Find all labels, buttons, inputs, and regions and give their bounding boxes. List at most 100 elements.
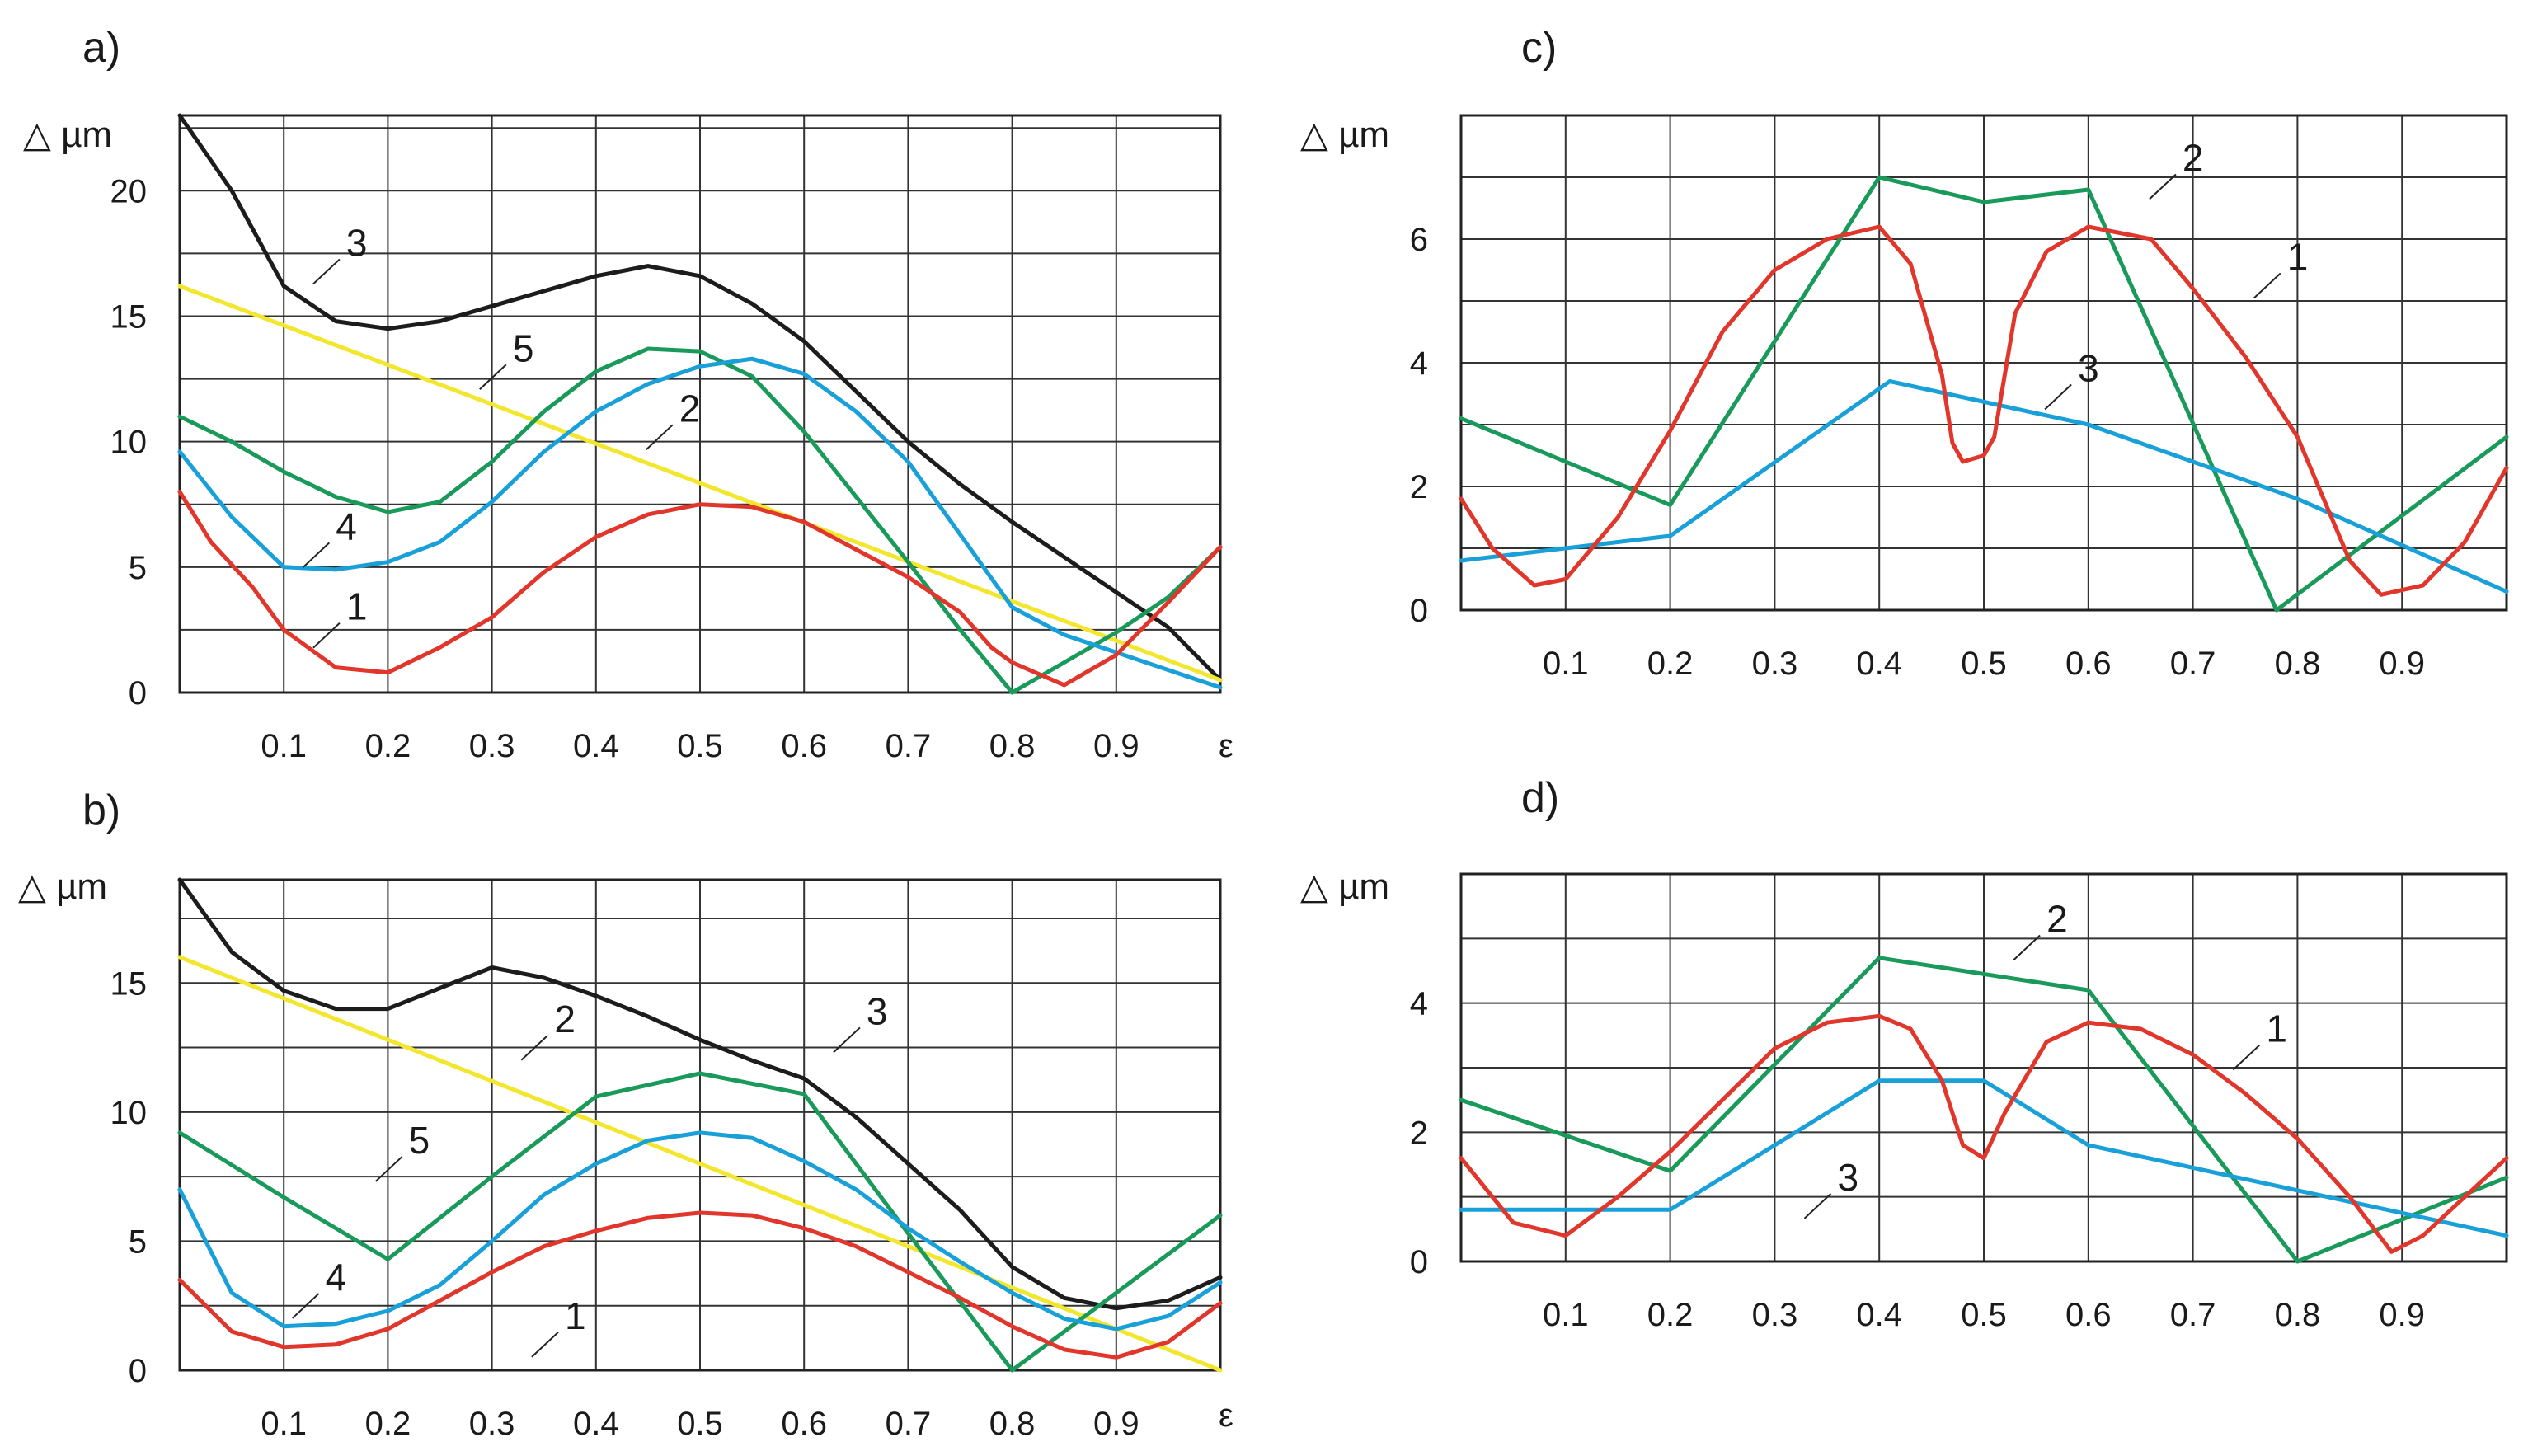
y-tick-label: 0 bbox=[1410, 593, 1428, 629]
callout-leader bbox=[312, 622, 341, 649]
callout-leader bbox=[520, 1035, 549, 1061]
series-line-3 bbox=[177, 877, 1223, 1311]
x-tick-label: 0.8 bbox=[2275, 646, 2321, 682]
y-tick-label: 4 bbox=[1410, 345, 1428, 382]
series-line-5 bbox=[177, 346, 1223, 695]
x-tick-label: 0.2 bbox=[1647, 1297, 1694, 1333]
x-tick-label: 0.6 bbox=[2065, 1297, 2112, 1333]
x-axis-label-b: ε bbox=[1219, 1397, 1233, 1434]
y-tick-label: 0 bbox=[129, 675, 147, 712]
callout-leader bbox=[2013, 934, 2041, 961]
x-tick-label: 0.8 bbox=[989, 1406, 1036, 1442]
callout-leader bbox=[2149, 173, 2177, 200]
callout-leader bbox=[2232, 1044, 2261, 1071]
series-line-1 bbox=[177, 1210, 1223, 1360]
x-tick-label: 0.3 bbox=[469, 728, 515, 764]
x-tick-label: 0.2 bbox=[365, 1406, 411, 1442]
series-callout-4: 4 bbox=[326, 1256, 347, 1299]
series-callout-2: 2 bbox=[554, 998, 576, 1040]
series-callout-5: 5 bbox=[513, 326, 534, 369]
x-tick-label: 0.4 bbox=[1856, 1297, 1902, 1333]
callout-leader bbox=[374, 1156, 403, 1182]
x-tick-label: 0.5 bbox=[1961, 1297, 2007, 1333]
y-tick-label: 15 bbox=[110, 965, 148, 1002]
y-tick-label: 6 bbox=[1410, 222, 1428, 258]
x-tick-label: 0.4 bbox=[1856, 646, 1902, 682]
series-callout-3: 3 bbox=[1837, 1156, 1858, 1199]
series-callout-3: 3 bbox=[867, 989, 888, 1032]
callout-leader bbox=[479, 364, 507, 390]
chart-panel-c: c) △ µm 0 2 4 6 0.1 0.2 0.3 0.4 0.5 0.6 0.7 0.8 0.9 2… bbox=[1300, 24, 2509, 682]
y-tick-label: 10 bbox=[110, 1095, 148, 1131]
x-tick-label: 0.8 bbox=[989, 728, 1036, 764]
callout-leader bbox=[531, 1332, 559, 1358]
x-tick-label: 0.6 bbox=[2065, 646, 2112, 682]
callout-leader bbox=[2253, 272, 2281, 299]
y-axis-label-d: △ µm bbox=[1300, 867, 1389, 907]
series-callout-4: 4 bbox=[336, 505, 357, 547]
series-callout-2: 2 bbox=[2046, 898, 2068, 941]
x-tick-label: 0.7 bbox=[2170, 1297, 2216, 1333]
x-tick-label: 0.1 bbox=[261, 1406, 307, 1442]
series-callout-3: 3 bbox=[346, 221, 368, 264]
x-tick-label: 0.6 bbox=[781, 1406, 827, 1442]
y-axis-label-b: △ µm bbox=[18, 867, 107, 907]
series-callout-1: 1 bbox=[346, 585, 368, 628]
x-tick-label: 0.5 bbox=[677, 728, 723, 764]
y-axis-label-a: △ µm bbox=[23, 115, 112, 155]
plot-frame bbox=[1459, 872, 2508, 1263]
y-tick-label: 2 bbox=[1410, 1115, 1428, 1151]
x-tick-label: 0.7 bbox=[886, 728, 932, 764]
panel-label-c: c) bbox=[1521, 24, 1557, 72]
callout-leader bbox=[302, 542, 330, 569]
x-tick-label: 0.9 bbox=[2379, 1297, 2425, 1333]
y-tick-label: 5 bbox=[129, 550, 147, 586]
x-tick-label: 0.9 bbox=[1093, 1406, 1139, 1442]
series-line-2 bbox=[177, 955, 1223, 1373]
series-line-1 bbox=[1459, 1013, 2509, 1254]
x-tick-label: 0.4 bbox=[573, 728, 619, 764]
y-tick-label: 2 bbox=[1410, 469, 1428, 505]
plot-frame bbox=[178, 114, 1222, 694]
panel-label-a: a) bbox=[82, 24, 120, 72]
callout-leader bbox=[291, 1293, 320, 1319]
x-tick-label: 0.2 bbox=[1647, 646, 1694, 682]
plot-frame bbox=[178, 878, 1222, 1372]
series-callout-2: 2 bbox=[679, 387, 701, 430]
callout-leader bbox=[833, 1026, 861, 1054]
y-tick-label: 4 bbox=[1410, 986, 1428, 1022]
x-tick-label: 0.5 bbox=[1961, 646, 2007, 682]
x-tick-label: 0.3 bbox=[1752, 1297, 1798, 1333]
panel-label-b: b) bbox=[82, 787, 120, 834]
x-tick-label: 0.1 bbox=[261, 728, 307, 764]
series-callout-5: 5 bbox=[409, 1119, 430, 1162]
series-callout-1: 1 bbox=[2287, 236, 2309, 279]
series-line-1 bbox=[1459, 224, 2509, 597]
callout-leader bbox=[2044, 383, 2072, 411]
y-axis-label-c: △ µm bbox=[1300, 115, 1389, 155]
series-callout-3: 3 bbox=[2078, 347, 2099, 390]
x-tick-label: 0.5 bbox=[677, 1406, 723, 1442]
x-tick-label: 0.9 bbox=[2379, 646, 2425, 682]
y-tick-label: 0 bbox=[129, 1353, 147, 1389]
series-callout-1: 1 bbox=[2266, 1007, 2287, 1050]
x-tick-label: 0.8 bbox=[2275, 1297, 2321, 1333]
y-tick-label: 0 bbox=[1410, 1244, 1428, 1280]
y-tick-label: 10 bbox=[110, 425, 148, 461]
y-tick-label: 15 bbox=[110, 298, 148, 335]
x-tick-label: 0.1 bbox=[1543, 1297, 1589, 1333]
plot-frame bbox=[1459, 114, 2508, 612]
series-line-1 bbox=[177, 490, 1223, 688]
x-tick-label: 0.3 bbox=[469, 1406, 515, 1442]
x-tick-label: 0.4 bbox=[573, 1406, 619, 1442]
x-axis-label-a: ε bbox=[1219, 728, 1233, 764]
x-tick-label: 0.2 bbox=[365, 728, 411, 764]
series-line-3 bbox=[1459, 1078, 2509, 1238]
callout-leader bbox=[312, 258, 341, 285]
x-tick-label: 0.7 bbox=[2170, 646, 2216, 682]
y-tick-label: 20 bbox=[110, 173, 148, 209]
y-tick-label: 5 bbox=[129, 1224, 147, 1260]
